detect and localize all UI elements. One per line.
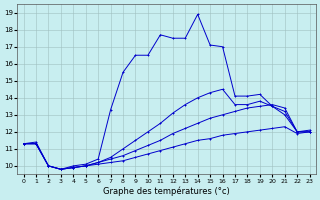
- X-axis label: Graphe des températures (°c): Graphe des températures (°c): [103, 186, 230, 196]
